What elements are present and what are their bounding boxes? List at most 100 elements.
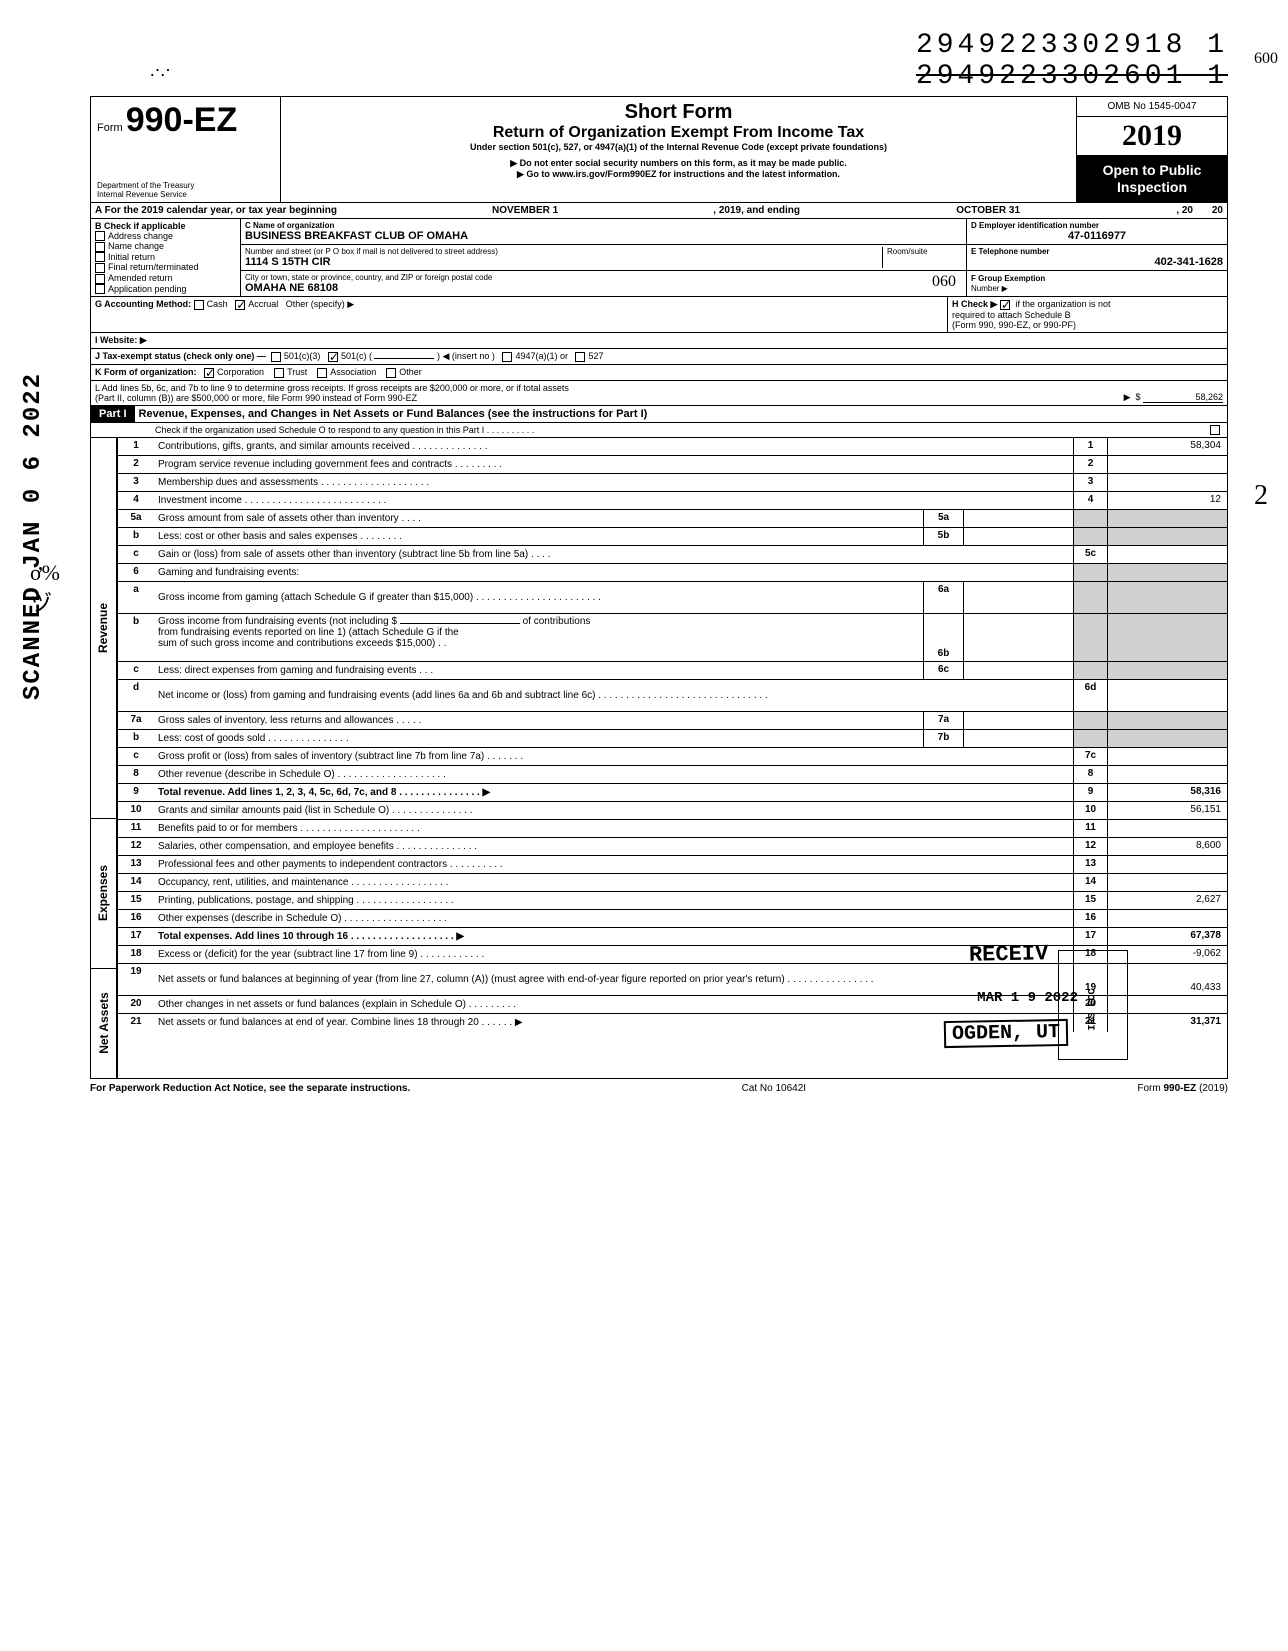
line-7b: b Less: cost of goods sold . . . . . . .… [118, 730, 1227, 748]
d-label: D Employer identification number [971, 221, 1223, 230]
ln-7c-box: 7c [1073, 748, 1107, 765]
ln-6a-num: a [118, 582, 154, 613]
ln-14-box: 14 [1073, 874, 1107, 891]
c-label: C Name of organization [245, 221, 962, 230]
stamp-ogden: OGDEN, UT [944, 1019, 1068, 1048]
ln-6d-desc: Net income or (loss) from gaming and fun… [154, 680, 1073, 711]
lbl-amended-return: Amended return [108, 273, 173, 283]
ln-6b-d1: Gross income from fundraising events (no… [158, 616, 397, 627]
chk-schedule-o[interactable] [1210, 425, 1220, 435]
stamp-box-text: IRS ECC [1088, 963, 1099, 1031]
form-header: Form 990-EZ Department of the Treasury I… [90, 96, 1228, 203]
chk-501c[interactable] [328, 352, 338, 362]
warn-ssn: ▶ Do not enter social security numbers o… [287, 158, 1070, 169]
line-11: 11 Benefits paid to or for members . . .… [118, 820, 1227, 838]
ln-7a-mini: 7a [923, 712, 963, 729]
ln-18-num: 18 [118, 946, 154, 963]
chk-h-not-required[interactable] [1000, 300, 1010, 310]
ln-6c-num: c [118, 662, 154, 679]
ln-1-num: 1 [118, 438, 154, 455]
chk-501c3[interactable] [271, 352, 281, 362]
ln-12-num: 12 [118, 838, 154, 855]
e-label: E Telephone number [971, 247, 1223, 256]
line-6a: a Gross income from gaming (attach Sched… [118, 582, 1227, 614]
footer-left: For Paperwork Reduction Act Notice, see … [90, 1083, 410, 1094]
addr-label: Number and street (or P O box if mail is… [245, 247, 882, 256]
chk-name-change[interactable] [95, 242, 105, 252]
chk-application-pending[interactable] [95, 284, 105, 294]
ln-14-desc: Occupancy, rent, utilities, and maintena… [154, 874, 1073, 891]
g-label: G Accounting Method: [95, 299, 191, 309]
open-public-2: Inspection [1081, 179, 1223, 196]
ln-6b-d3: from fundraising events reported on line… [158, 627, 459, 638]
chk-corporation[interactable] [204, 368, 214, 378]
ln-13-num: 13 [118, 856, 154, 873]
ln-6-val-shaded [1107, 564, 1227, 581]
chk-amended-return[interactable] [95, 274, 105, 284]
part-1-check-row: Check if the organization used Schedule … [90, 423, 1228, 438]
ln-13-val [1107, 856, 1227, 873]
chk-initial-return[interactable] [95, 252, 105, 262]
ln-3-box: 3 [1073, 474, 1107, 491]
ln-7c-num: c [118, 748, 154, 765]
501c-insert[interactable] [374, 358, 434, 359]
ln-4-desc: Investment income . . . . . . . . . . . … [154, 492, 1073, 509]
chk-final-return[interactable] [95, 263, 105, 273]
lbl-trust: Trust [287, 367, 307, 377]
ln-5c-box: 5c [1073, 546, 1107, 563]
lbl-527: 527 [588, 351, 603, 361]
chk-trust[interactable] [274, 368, 284, 378]
ln-10-desc: Grants and similar amounts paid (list in… [154, 802, 1073, 819]
chk-4947a1[interactable] [502, 352, 512, 362]
ln-2-desc: Program service revenue including govern… [154, 456, 1073, 473]
line-17: 17 Total expenses. Add lines 10 through … [118, 928, 1227, 946]
lbl-other-method: Other (specify) ▶ [286, 299, 354, 309]
l-text-2: (Part II, column (B)) are $500,000 or mo… [95, 393, 1083, 403]
ln-12-val: 8,600 [1107, 838, 1227, 855]
ln-6b-blank[interactable] [400, 623, 520, 624]
ln-18-desc: Excess or (deficit) for the year (subtra… [154, 946, 1073, 963]
ln-6-desc: Gaming and fundraising events: [154, 564, 1073, 581]
lbl-4947a1: 4947(a)(1) or [515, 351, 568, 361]
row-a-mid: , 2019, and ending [713, 205, 800, 216]
ln-15-num: 15 [118, 892, 154, 909]
stamp-scanned: SCANNED JAN 0 6 2022 [20, 372, 47, 700]
line-9: 9 Total revenue. Add lines 1, 2, 3, 4, 5… [118, 784, 1227, 802]
chk-address-change[interactable] [95, 231, 105, 241]
city-state-zip: OMAHA NE 68108 [245, 282, 962, 294]
ln-5a-val-shaded [1107, 510, 1227, 527]
section-bcdef: B Check if applicable Address change Nam… [90, 219, 1228, 298]
k-label: K Form of organization: [95, 367, 197, 377]
ln-19-num: 19 [118, 964, 154, 995]
ln-1-val: 58,304 [1107, 438, 1227, 455]
ln-4-num: 4 [118, 492, 154, 509]
ln-7a-val-shaded [1107, 712, 1227, 729]
ln-9-val: 58,316 [1107, 784, 1227, 801]
line-13: 13 Professional fees and other payments … [118, 856, 1227, 874]
top-number-1: 2949223302918 1 [90, 30, 1228, 61]
ln-6b-mini: 6b [923, 614, 963, 661]
row-a-end: OCTOBER 31 [800, 205, 1176, 216]
chk-other-org[interactable] [386, 368, 396, 378]
chk-cash[interactable] [194, 300, 204, 310]
ln-16-box: 16 [1073, 910, 1107, 927]
ln-7c-desc: Gross profit or (loss) from sales of inv… [154, 748, 1073, 765]
ln-1-desc: Contributions, gifts, grants, and simila… [154, 438, 1073, 455]
lbl-insert-no: ) ◀ (insert no ) [437, 351, 495, 361]
h-text-3: (Form 990, 990-EZ, or 990-PF) [952, 320, 1076, 330]
ln-9-desc: Total revenue. Add lines 1, 2, 3, 4, 5c,… [154, 784, 1073, 801]
ln-9-num: 9 [118, 784, 154, 801]
chk-527[interactable] [575, 352, 585, 362]
ln-15-val: 2,627 [1107, 892, 1227, 909]
goto-url: ▶ Go to www.irs.gov/Form990EZ for instru… [287, 169, 1070, 180]
ln-12-box: 12 [1073, 838, 1107, 855]
ln-2-box: 2 [1073, 456, 1107, 473]
ln-6b-d4: sum of such gross income and contributio… [158, 638, 447, 649]
chk-accrual[interactable] [235, 300, 245, 310]
lbl-name-change: Name change [108, 241, 164, 251]
ln-5b-box-shaded [1073, 528, 1107, 545]
chk-association[interactable] [317, 368, 327, 378]
lbl-cash: Cash [207, 299, 228, 309]
ln-5b-minival [963, 528, 1073, 545]
ln-5a-desc: Gross amount from sale of assets other t… [154, 510, 923, 527]
